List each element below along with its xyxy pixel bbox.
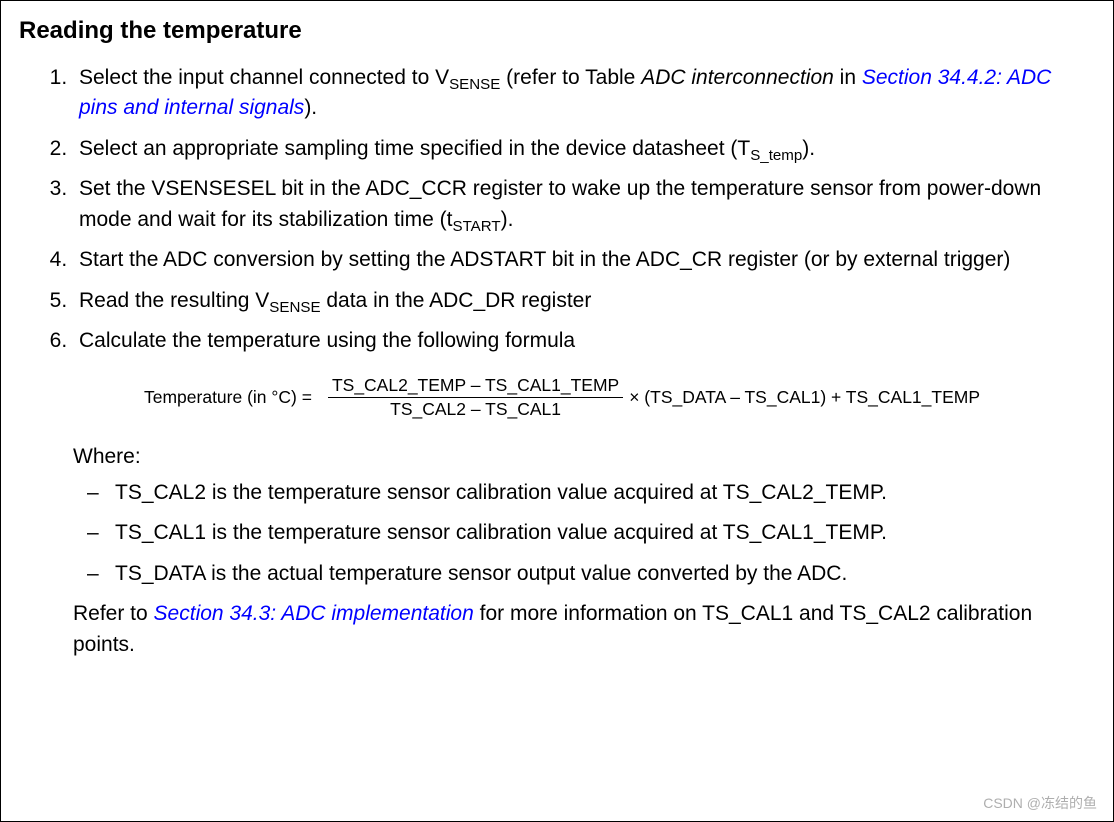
step-3-subscript: START [453, 218, 501, 235]
step-3-text-a: Set the VSENSESEL bit in the ADC_CCR reg… [79, 177, 1041, 230]
step-1-text-d: ). [304, 96, 317, 119]
step-6: Calculate the temperature using the foll… [73, 326, 1095, 356]
where-item-3: TS_DATA is the actual temperature sensor… [115, 559, 1095, 589]
step-2-subscript: S_temp [750, 147, 802, 164]
step-3: Set the VSENSESEL bit in the ADC_CCR reg… [73, 174, 1095, 235]
refer-text-a: Refer to [73, 602, 154, 625]
where-item-2: TS_CAL1 is the temperature sensor calibr… [115, 518, 1095, 548]
steps-list: Select the input channel connected to VS… [19, 63, 1095, 357]
step-5: Read the resulting VSENSE data in the AD… [73, 286, 1095, 316]
step-4: Start the ADC conversion by setting the … [73, 245, 1095, 275]
step-1-subscript: SENSE [449, 76, 500, 93]
where-title: Where: [73, 442, 1095, 472]
formula-lhs: Temperature (in °C) = [144, 387, 312, 408]
step-3-text-b: ). [501, 208, 514, 231]
document-page: { "heading": "Reading the temperature", … [0, 0, 1114, 822]
formula-fraction: TS_CAL2_TEMP – TS_CAL1_TEMP TS_CAL2 – TS… [328, 375, 623, 420]
step-1-text-b: (refer to Table [500, 66, 641, 89]
section-heading: Reading the temperature [19, 17, 1095, 45]
step-1: Select the input channel connected to VS… [73, 63, 1095, 124]
refer-link[interactable]: Section 34.3: ADC implementation [154, 602, 474, 625]
where-block: Where: TS_CAL2 is the temperature sensor… [73, 442, 1095, 661]
step-1-text-c: in [834, 66, 862, 89]
where-item-1: TS_CAL2 is the temperature sensor calibr… [115, 478, 1095, 508]
watermark: CSDN @冻结的鱼 [983, 793, 1097, 813]
refer-line: Refer to Section 34.3: ADC implementatio… [73, 599, 1095, 660]
where-list: TS_CAL2 is the temperature sensor calibr… [73, 478, 1095, 589]
step-5-text-b: data in the ADC_DR register [321, 289, 592, 312]
temperature-formula: Temperature (in °C) = TS_CAL2_TEMP – TS_… [29, 375, 1095, 420]
step-2: Select an appropriate sampling time spec… [73, 134, 1095, 164]
formula-rhs: × (TS_DATA – TS_CAL1) + TS_CAL1_TEMP [629, 387, 980, 408]
formula-denominator: TS_CAL2 – TS_CAL1 [328, 398, 623, 420]
formula-numerator: TS_CAL2_TEMP – TS_CAL1_TEMP [328, 375, 623, 398]
step-1-italic: ADC interconnection [641, 66, 834, 89]
step-2-text-a: Select an appropriate sampling time spec… [79, 137, 750, 160]
step-5-subscript: SENSE [269, 299, 320, 316]
step-2-text-b: ). [802, 137, 815, 160]
step-5-text-a: Read the resulting V [79, 289, 269, 312]
step-1-text-a: Select the input channel connected to V [79, 66, 449, 89]
